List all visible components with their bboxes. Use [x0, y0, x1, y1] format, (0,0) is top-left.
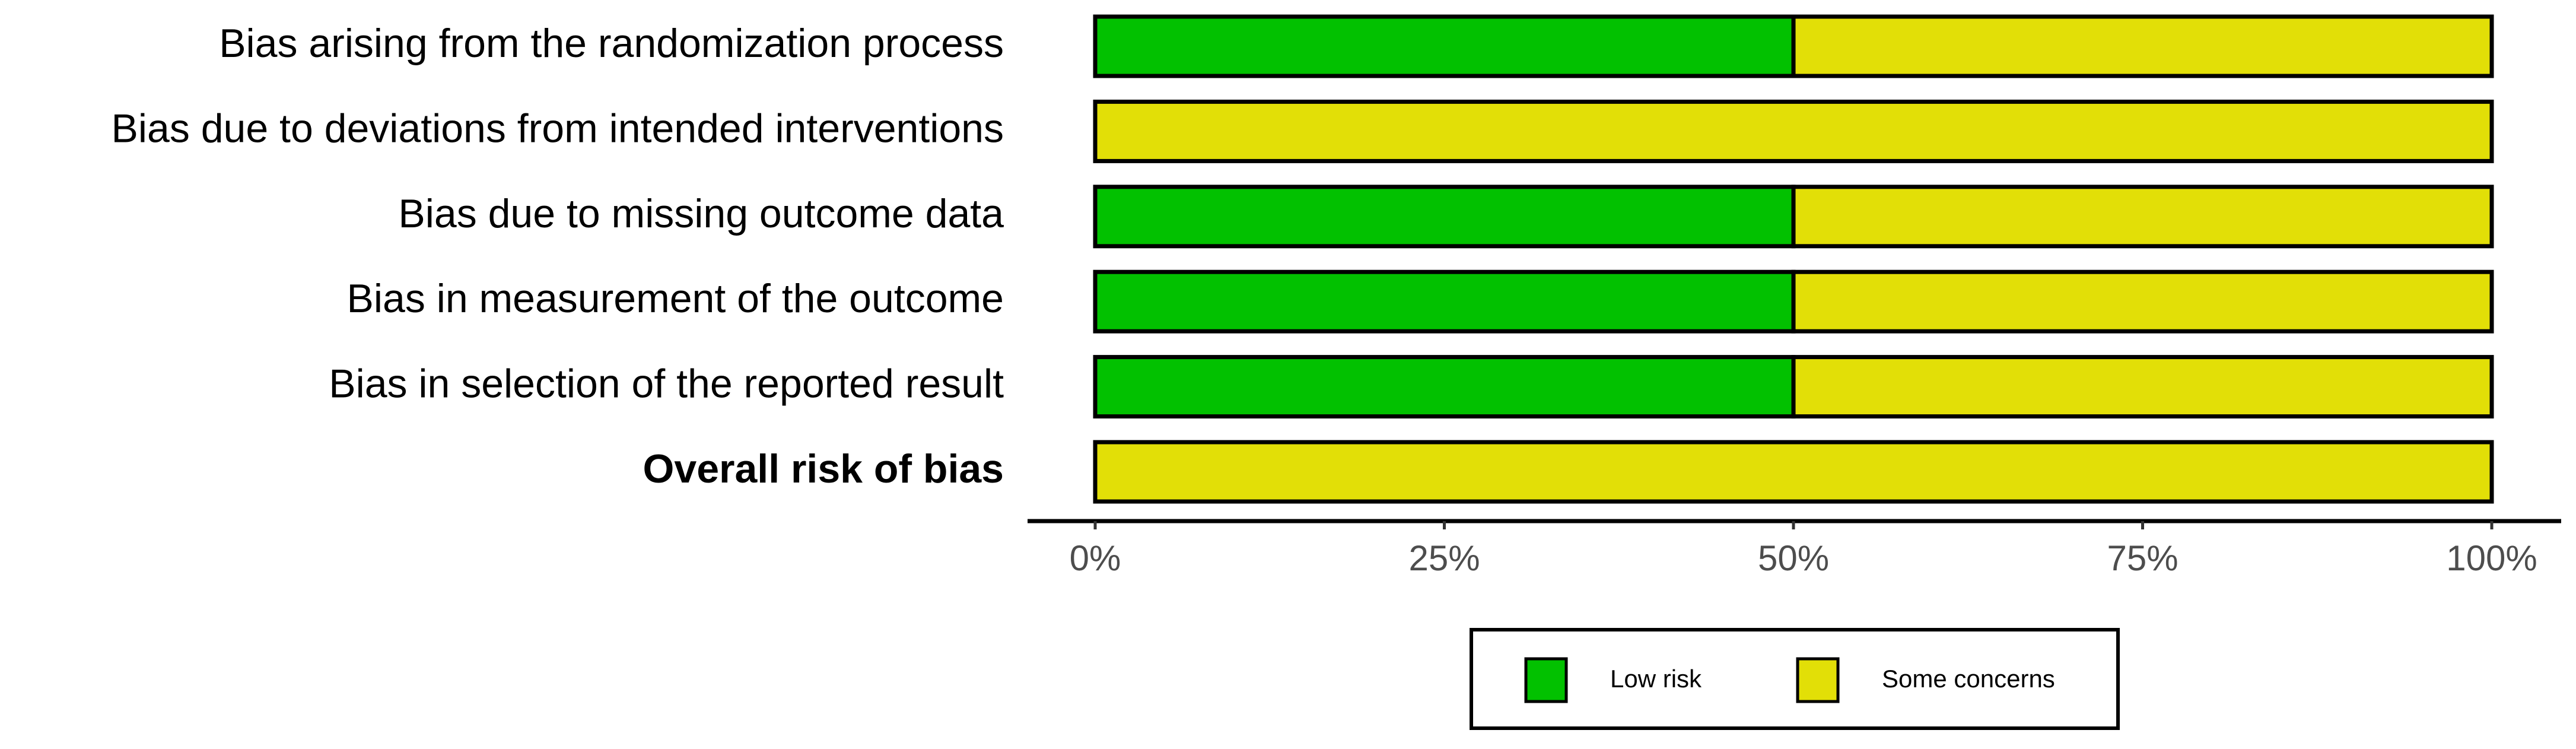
- bar-segment: [1093, 355, 1796, 419]
- legend-box: [1470, 628, 2120, 730]
- bar-segment: [1093, 99, 2494, 163]
- legend-swatch: [1796, 657, 1840, 703]
- category-label: Bias due to missing outcome data: [398, 191, 1004, 236]
- category-label: Bias in selection of the reported result: [329, 361, 1004, 407]
- bar-segment: [1791, 355, 2494, 419]
- category-label: Bias in measurement of the outcome: [347, 276, 1004, 321]
- category-label: Overall risk of bias: [643, 446, 1004, 491]
- bar-segment: [1791, 185, 2494, 249]
- legend-label: Some concerns: [1882, 665, 2055, 693]
- x-tick-label: 100%: [2446, 538, 2537, 578]
- bar-segment: [1093, 269, 1796, 334]
- bar-segment: [1791, 269, 2494, 334]
- bar-segment: [1791, 14, 2494, 78]
- category-label: Bias arising from the randomization proc…: [219, 21, 1004, 66]
- x-tick-label: 0%: [1070, 538, 1121, 578]
- x-tick-label: 25%: [1408, 538, 1480, 578]
- x-tick-label: 75%: [2107, 538, 2178, 578]
- legend-swatch: [1524, 657, 1568, 703]
- bar-segment: [1093, 440, 2494, 504]
- category-label: Bias due to deviations from intended int…: [112, 106, 1004, 151]
- bar-segment: [1093, 14, 1796, 78]
- bar-segment: [1093, 185, 1796, 249]
- x-tick-label: 50%: [1758, 538, 1829, 578]
- legend-label: Low risk: [1610, 665, 1702, 693]
